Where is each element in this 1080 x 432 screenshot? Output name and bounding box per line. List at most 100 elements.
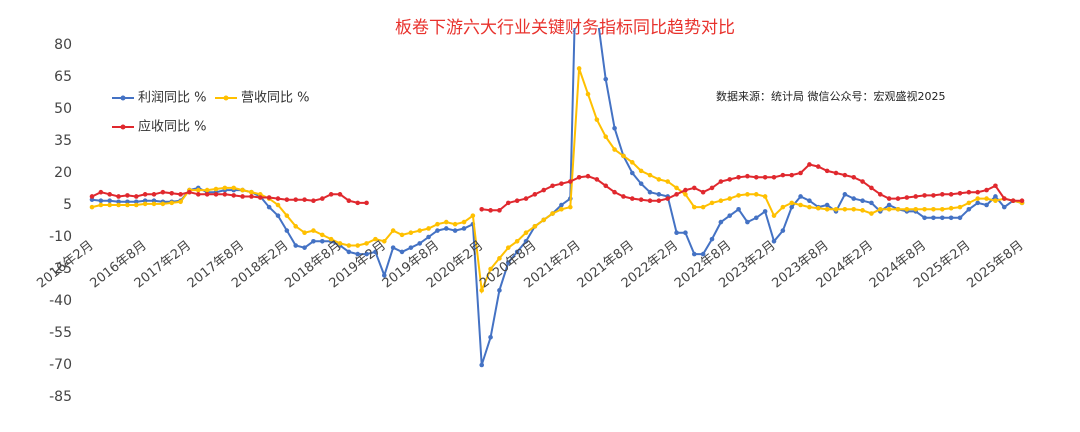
point: [452, 228, 458, 233]
point: [709, 200, 715, 206]
point: [151, 201, 157, 207]
point: [311, 228, 316, 233]
point: [780, 172, 786, 178]
point: [373, 249, 378, 255]
point: [319, 232, 325, 238]
point: [514, 198, 520, 204]
point: [691, 185, 697, 191]
point: [931, 215, 936, 221]
point: [505, 260, 511, 265]
point: [851, 174, 857, 180]
point: [824, 206, 830, 212]
point: [656, 192, 662, 197]
point: [98, 202, 104, 208]
point: [461, 226, 467, 231]
point: [443, 226, 449, 231]
point: [328, 236, 334, 242]
point: [125, 202, 130, 208]
point: [443, 219, 449, 225]
point: [505, 245, 511, 250]
point: [939, 206, 945, 212]
point: [89, 197, 95, 202]
point: [417, 241, 423, 246]
point: [204, 187, 210, 193]
point: [869, 185, 874, 191]
point: [284, 213, 290, 218]
point: [479, 362, 485, 368]
point: [753, 174, 759, 180]
point: [798, 194, 803, 199]
point: [727, 196, 733, 201]
point: [479, 206, 485, 212]
point: [833, 170, 839, 176]
point: [505, 200, 511, 206]
point: [98, 198, 104, 204]
point: [116, 194, 121, 199]
point: [647, 198, 653, 204]
point: [771, 174, 777, 180]
point: [603, 134, 609, 140]
point: [523, 238, 529, 244]
point: [647, 189, 653, 195]
point: [745, 173, 750, 179]
point: [257, 192, 263, 197]
point: [523, 230, 529, 236]
point: [567, 204, 573, 210]
point: [98, 189, 104, 195]
point: [133, 202, 139, 208]
point: [488, 334, 493, 340]
x-tick-label: 2016年2月: [34, 238, 96, 291]
point: [187, 189, 192, 195]
point: [762, 174, 768, 180]
point: [939, 215, 945, 221]
y-tick-label: 5: [63, 197, 72, 213]
point: [399, 249, 405, 255]
point: [364, 200, 369, 206]
point: [691, 251, 697, 257]
point: [319, 238, 325, 244]
point: [807, 204, 812, 210]
point: [922, 215, 927, 221]
point: [488, 266, 493, 272]
point: [373, 236, 378, 242]
point: [975, 200, 981, 206]
point: [842, 192, 848, 197]
point: [895, 206, 901, 212]
point: [674, 192, 679, 197]
point: [346, 243, 352, 248]
point: [957, 204, 963, 210]
point: [931, 206, 936, 212]
point: [213, 186, 219, 192]
point: [745, 219, 750, 225]
point: [532, 224, 538, 229]
point: [470, 213, 476, 218]
point: [780, 228, 786, 233]
point: [514, 238, 520, 244]
point: [293, 243, 299, 248]
point: [798, 170, 803, 176]
point: [585, 91, 591, 97]
y-tick-label: -40: [49, 293, 72, 309]
point: [683, 192, 688, 197]
point: [355, 243, 361, 248]
point: [514, 249, 520, 255]
point: [275, 213, 281, 218]
point: [116, 199, 121, 205]
point: [629, 170, 635, 176]
point: [381, 238, 387, 244]
point: [966, 200, 972, 206]
point: [736, 193, 741, 198]
point: [302, 230, 307, 236]
point: [904, 206, 910, 212]
point: [700, 204, 706, 210]
point: [257, 195, 263, 200]
point: [195, 192, 201, 197]
legend-marker: [120, 95, 126, 101]
point: [842, 206, 848, 212]
point: [133, 199, 139, 205]
point: [497, 256, 502, 261]
point: [249, 194, 254, 199]
y-tick-label: -55: [49, 325, 72, 341]
point: [550, 183, 555, 189]
